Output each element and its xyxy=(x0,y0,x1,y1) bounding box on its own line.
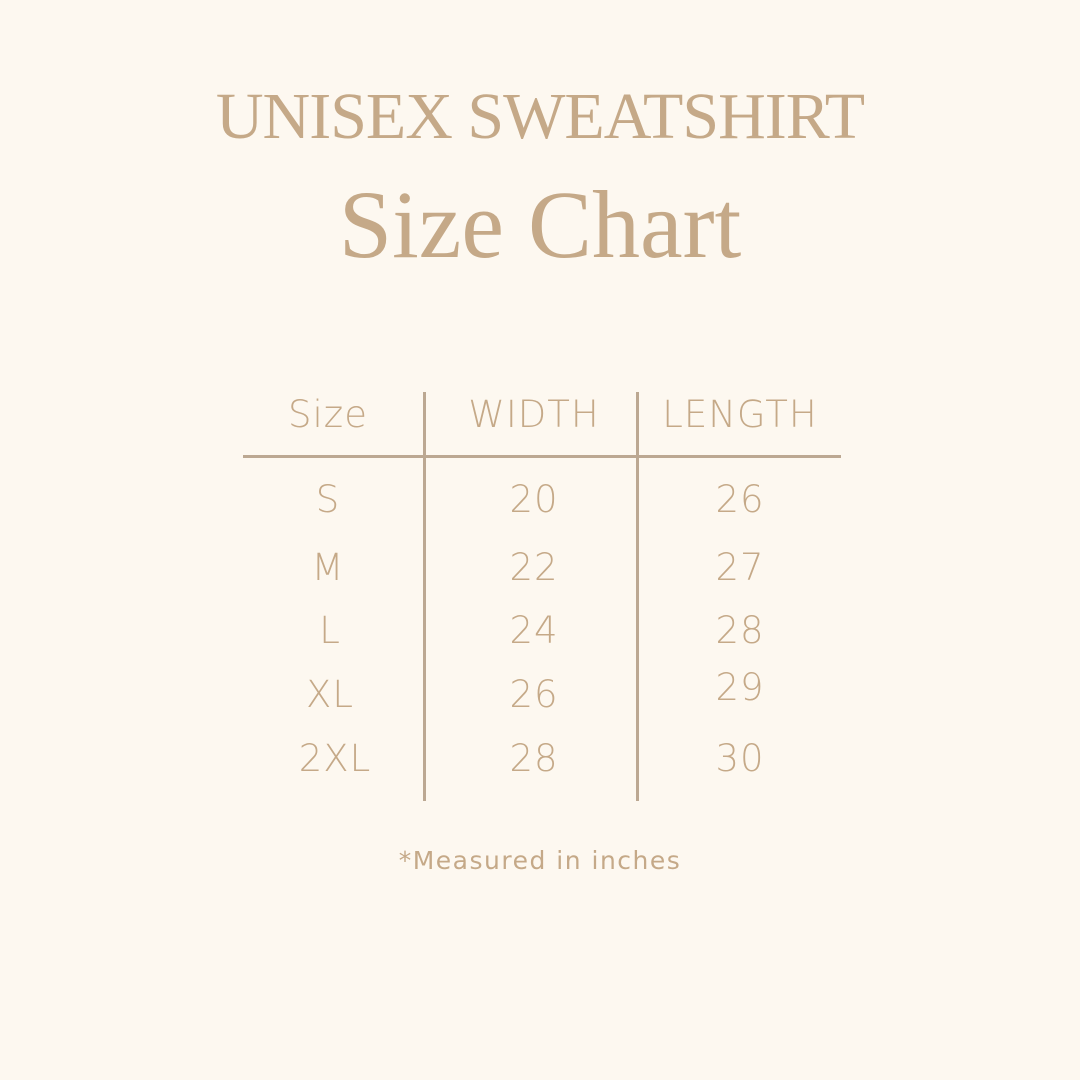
column-divider xyxy=(423,392,426,801)
table-cell-length: 30 xyxy=(715,737,765,780)
table-cell-length: 28 xyxy=(715,609,765,652)
table-cell-width: 26 xyxy=(509,673,559,716)
table-cell-size: L xyxy=(319,609,341,652)
table-cell-width: 22 xyxy=(509,546,559,589)
table-cell-width: 20 xyxy=(509,478,559,521)
table-cell-length: 29 xyxy=(715,666,765,709)
title-line1: UNISEX SWEATSHIRT xyxy=(215,80,865,153)
table-cell-length: 27 xyxy=(715,546,765,589)
table-cell-size: 2XL xyxy=(298,737,372,780)
table-cell-size: M xyxy=(311,546,345,589)
footnote: *Measured in inches xyxy=(398,846,682,875)
header-length: LENGTH xyxy=(662,393,818,436)
column-divider xyxy=(636,392,639,801)
table-cell-width: 24 xyxy=(509,609,559,652)
table-cell-width: 28 xyxy=(509,737,559,780)
header-divider xyxy=(243,455,841,458)
table-cell-size: S xyxy=(315,478,341,521)
table-cell-length: 26 xyxy=(715,478,765,521)
table-cell-size: XL xyxy=(306,673,354,716)
header-width: WIDTH xyxy=(468,393,600,436)
header-size: Size xyxy=(288,393,368,436)
page-title: Size Chart xyxy=(338,171,742,278)
